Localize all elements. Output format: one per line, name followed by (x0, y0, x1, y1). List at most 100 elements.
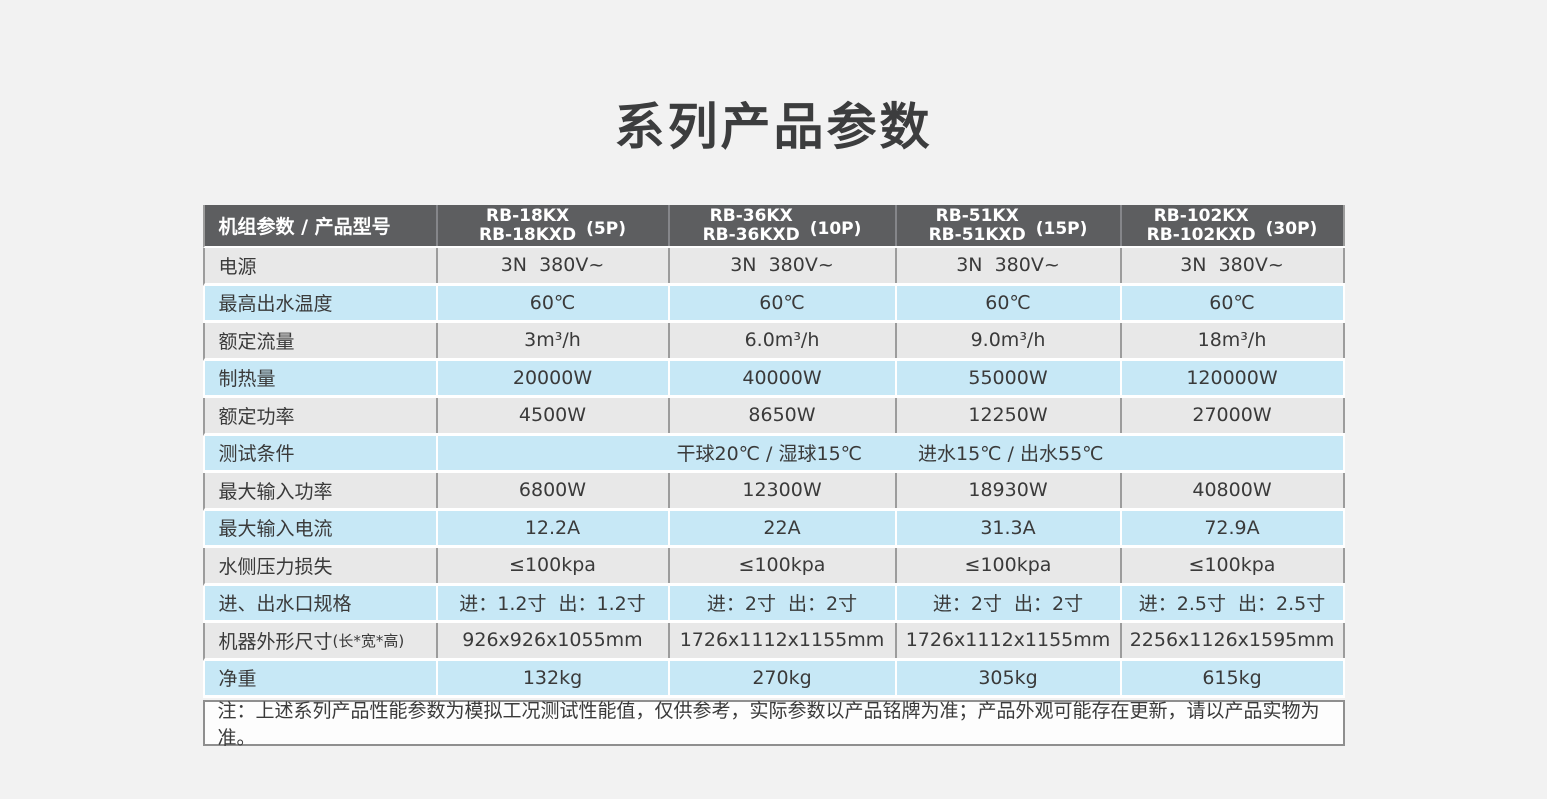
row-label: 电源 (218, 255, 257, 278)
value-cell: 18m³/h (1121, 323, 1345, 358)
value-cell: ≤100kpa (1121, 548, 1345, 583)
cell-value: 2256x1126x1595mm (1129, 629, 1335, 652)
model-line1: RB-102KX (1153, 205, 1249, 226)
table-row: 最大输入功率 6800W 12300W 18930W 40800W (202, 473, 1345, 511)
cell-value: 4500W (518, 404, 587, 427)
value-cell: 305kg (896, 660, 1122, 695)
corner-header-text: 机组参数 / 产品型号 (218, 216, 391, 238)
value-cell: 20000W (437, 360, 670, 395)
value-cell: 12250W (896, 398, 1122, 433)
value-cell: 进：2寸 出：2寸 (896, 585, 1122, 620)
horsepower-label: (15P) (1035, 219, 1088, 239)
column-header-rb51: RB-51KX RB-51KXD (15P) (897, 205, 1122, 246)
cell-value: 120000W (1186, 366, 1278, 389)
cell-value: 进：2寸 出：2寸 (932, 593, 1084, 616)
value-cell: 40800W (1121, 473, 1345, 508)
value-cell: 12.2A (437, 510, 670, 545)
cell-value: 9.0m³/h (970, 329, 1046, 352)
cell-value: ≤100kpa (509, 554, 596, 577)
model-line2: RB-51KXD (928, 224, 1026, 245)
value-cell: 60℃ (669, 285, 897, 320)
row-label: 最高出水温度 (218, 293, 333, 316)
cell-value: 20000W (512, 366, 593, 389)
cell-value: 3N 380V~ (500, 254, 605, 277)
value-cell: 72.9A (1121, 510, 1345, 545)
value-cell: 55000W (896, 360, 1122, 395)
row-label-cell: 水侧压力损失 (204, 548, 438, 583)
cell-value: 18930W (968, 479, 1048, 502)
value-cell: 60℃ (1121, 285, 1345, 320)
value-cell: 8650W (669, 398, 897, 433)
merged-value-cell: 干球20℃ / 湿球15℃ 进水15℃ / 出水55℃ (437, 435, 1345, 470)
row-label: 最大输入电流 (218, 518, 333, 541)
value-cell: 3m³/h (437, 323, 670, 358)
value-cell: 6800W (437, 473, 670, 508)
value-cell: 进：1.2寸 出：1.2寸 (437, 585, 670, 620)
value-cell: 3N 380V~ (1121, 248, 1345, 283)
horsepower-label: (5P) (586, 219, 626, 239)
horsepower-label: (30P) (1265, 219, 1318, 239)
model-line2: RB-102KXD (1146, 224, 1256, 245)
condition-text: 干球20℃ / 湿球15℃ (676, 443, 862, 466)
table-corner-header: 机组参数 / 产品型号 (205, 205, 438, 246)
cell-value: 8650W (748, 404, 816, 427)
row-label: 机器外形尺寸 (218, 630, 333, 653)
cell-value: 12250W (968, 404, 1048, 427)
cell-value: 40000W (742, 366, 822, 389)
cell-value: 6800W (518, 479, 587, 502)
column-header-rb36: RB-36KX RB-36KXD (10P) (670, 205, 897, 246)
model-line2: RB-36KXD (702, 224, 800, 245)
row-label-cell: 最大输入电流 (204, 510, 438, 545)
row-label-cell: 额定流量 (204, 323, 438, 358)
table-row: 测试条件 干球20℃ / 湿球15℃ 进水15℃ / 出水55℃ (202, 435, 1345, 473)
cell-value: 3N 380V~ (1180, 254, 1284, 277)
note-text: 注：上述系列产品性能参数为模拟工况测试性能值，仅供参考，实际参数以产品铭牌为准；… (217, 700, 1320, 749)
model-names: RB-51KX RB-51KXD (928, 205, 1026, 245)
value-cell: 40000W (669, 360, 897, 395)
cell-value: 22A (763, 516, 801, 539)
row-label: 净重 (218, 668, 257, 691)
value-cell: 132kg (437, 660, 670, 695)
value-cell: 926x926x1055mm (437, 623, 670, 658)
table-row: 额定流量 3m³/h 6.0m³/h 9.0m³/h 18m³/h (202, 323, 1345, 361)
row-label-cell: 额定功率 (204, 398, 438, 433)
cell-value: 72.9A (1204, 516, 1260, 539)
model-line1: RB-18KX (486, 205, 570, 226)
cell-value: 615kg (1202, 666, 1262, 689)
row-label-cell: 制热量 (204, 360, 438, 395)
value-cell: 18930W (896, 473, 1122, 508)
row-label-cell: 测试条件 (204, 435, 438, 470)
value-cell: 60℃ (896, 285, 1122, 320)
row-label: 测试条件 (218, 443, 295, 466)
cell-value: 60℃ (985, 291, 1031, 314)
cell-value: 926x926x1055mm (462, 629, 643, 652)
row-label-cell: 电源 (204, 248, 438, 283)
table-row: 最高出水温度 60℃ 60℃ 60℃ 60℃ (202, 285, 1345, 323)
cell-value: 进：2.5寸 出：2.5寸 (1138, 593, 1326, 616)
row-label-cell: 进、出水口规格 (204, 585, 438, 620)
table-body: 电源 3N 380V~ 3N 380V~ 3N 380V~ 3N 380V~ 最高出水温度… (202, 248, 1345, 698)
table-header-row: 机组参数 / 产品型号 RB-18KX RB-18KXD (5P) RB-36K… (202, 205, 1345, 248)
model-line1: RB-36KX (709, 205, 793, 226)
horsepower-label: (10P) (809, 219, 862, 239)
cell-value: 18m³/h (1197, 329, 1267, 352)
row-label: 水侧压力损失 (218, 555, 333, 578)
value-cell: 270kg (669, 660, 897, 695)
spec-table: 机组参数 / 产品型号 RB-18KX RB-18KXD (5P) RB-36K… (202, 205, 1345, 749)
value-cell: 4500W (437, 398, 670, 433)
cell-value: ≤100kpa (1188, 554, 1276, 577)
cell-value: 1726x1112x1155mm (905, 629, 1111, 652)
table-row: 水侧压力损失 ≤100kpa ≤100kpa ≤100kpa ≤100kpa (202, 548, 1345, 586)
table-row: 净重 132kg 270kg 305kg 615kg (202, 660, 1345, 698)
model-names: RB-102KX RB-102KXD (1146, 205, 1256, 245)
table-row: 制热量 20000W 40000W 55000W 120000W (202, 360, 1345, 398)
cell-value: 40800W (1192, 479, 1272, 502)
cell-value: 60℃ (529, 291, 576, 314)
cell-value: 132kg (522, 666, 583, 689)
value-cell: 进：2.5寸 出：2.5寸 (1121, 585, 1345, 620)
model-line1: RB-51KX (935, 205, 1019, 226)
row-label: 额定功率 (218, 405, 295, 428)
cell-value: 进：1.2寸 出：1.2寸 (459, 593, 646, 616)
cell-value: 12300W (742, 479, 822, 502)
note-box: 注：上述系列产品性能参数为模拟工况测试性能值，仅供参考，实际参数以产品铭牌为准；… (202, 700, 1345, 749)
